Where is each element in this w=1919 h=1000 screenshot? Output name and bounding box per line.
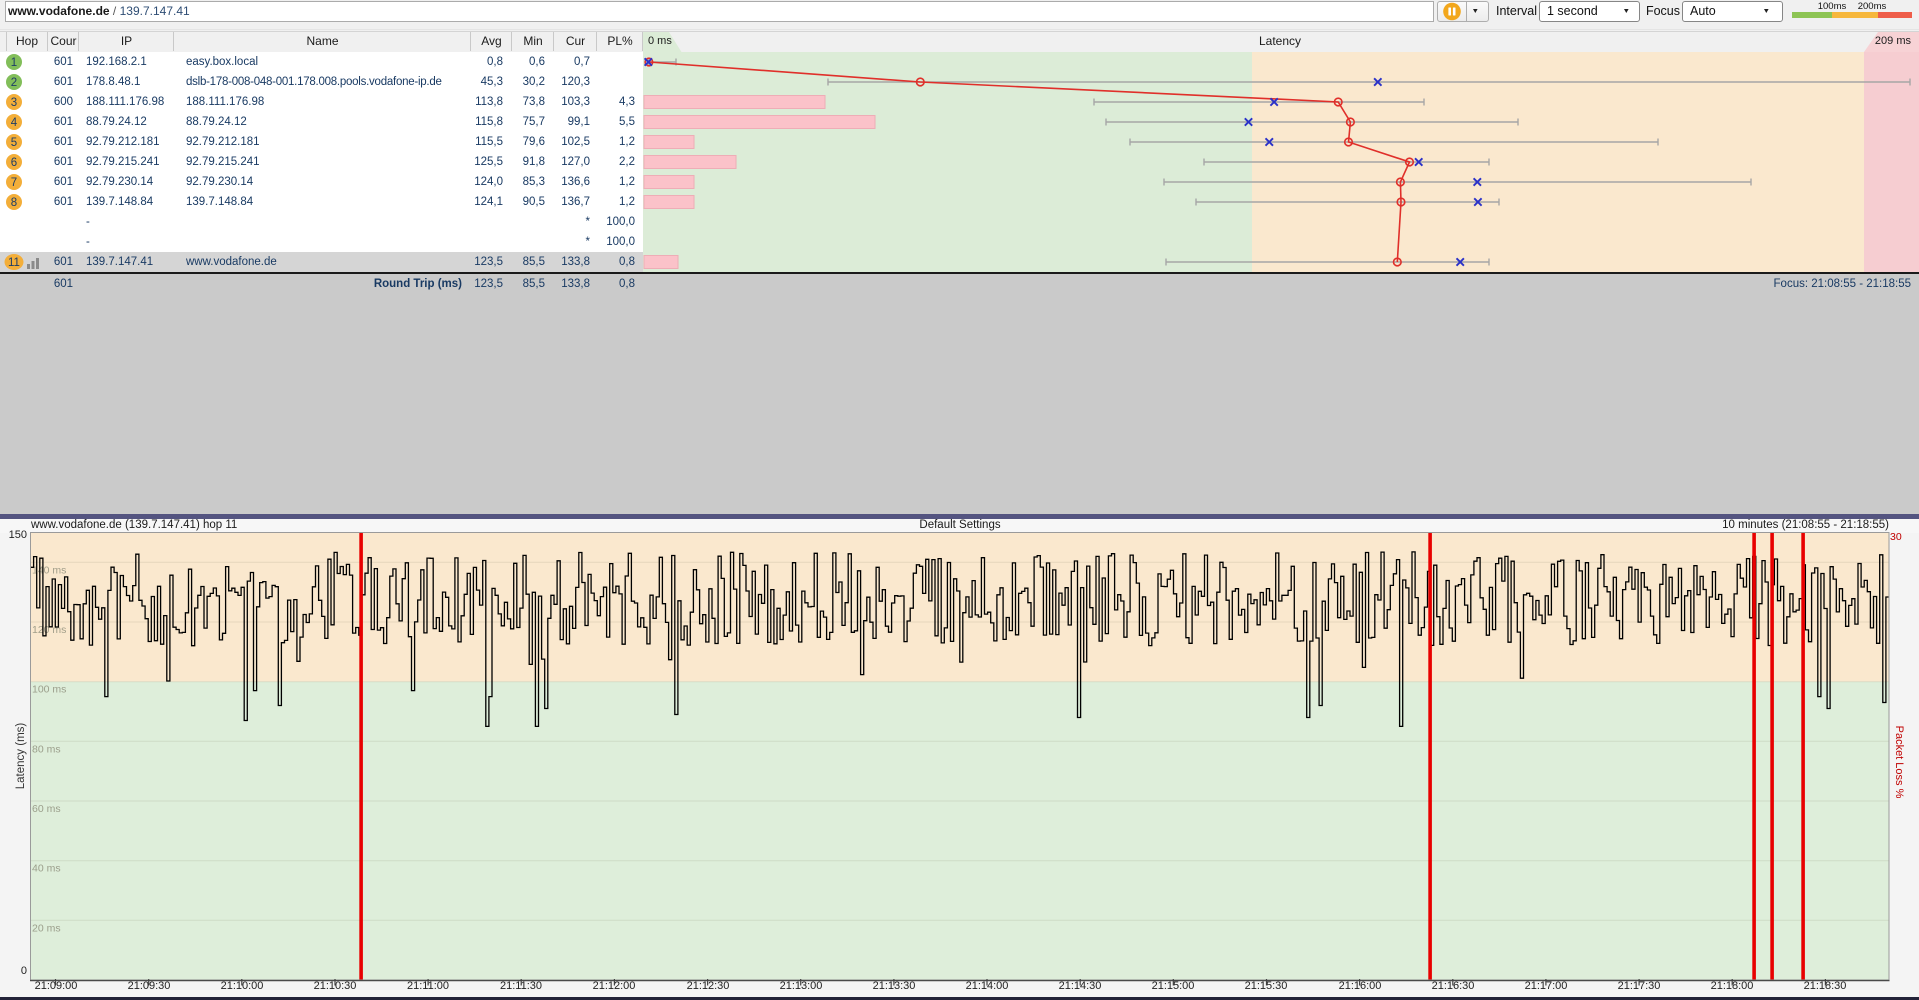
svg-text:6: 6 [11, 157, 17, 169]
svg-text:2: 2 [11, 77, 17, 89]
svg-text:60 ms: 60 ms [32, 803, 61, 815]
svg-text:11: 11 [8, 257, 20, 269]
svg-text:5: 5 [11, 137, 17, 149]
svg-text:1: 1 [11, 57, 17, 69]
svg-text:20 ms: 20 ms [32, 922, 61, 934]
svg-text:80 ms: 80 ms [32, 743, 61, 755]
svg-text:4: 4 [11, 117, 18, 129]
svg-text:40 ms: 40 ms [32, 863, 61, 875]
svg-text:8: 8 [11, 197, 17, 209]
svg-text:100 ms: 100 ms [32, 684, 66, 696]
svg-text:7: 7 [11, 177, 17, 189]
svg-text:3: 3 [11, 97, 17, 109]
svg-text:140 ms: 140 ms [32, 564, 66, 576]
